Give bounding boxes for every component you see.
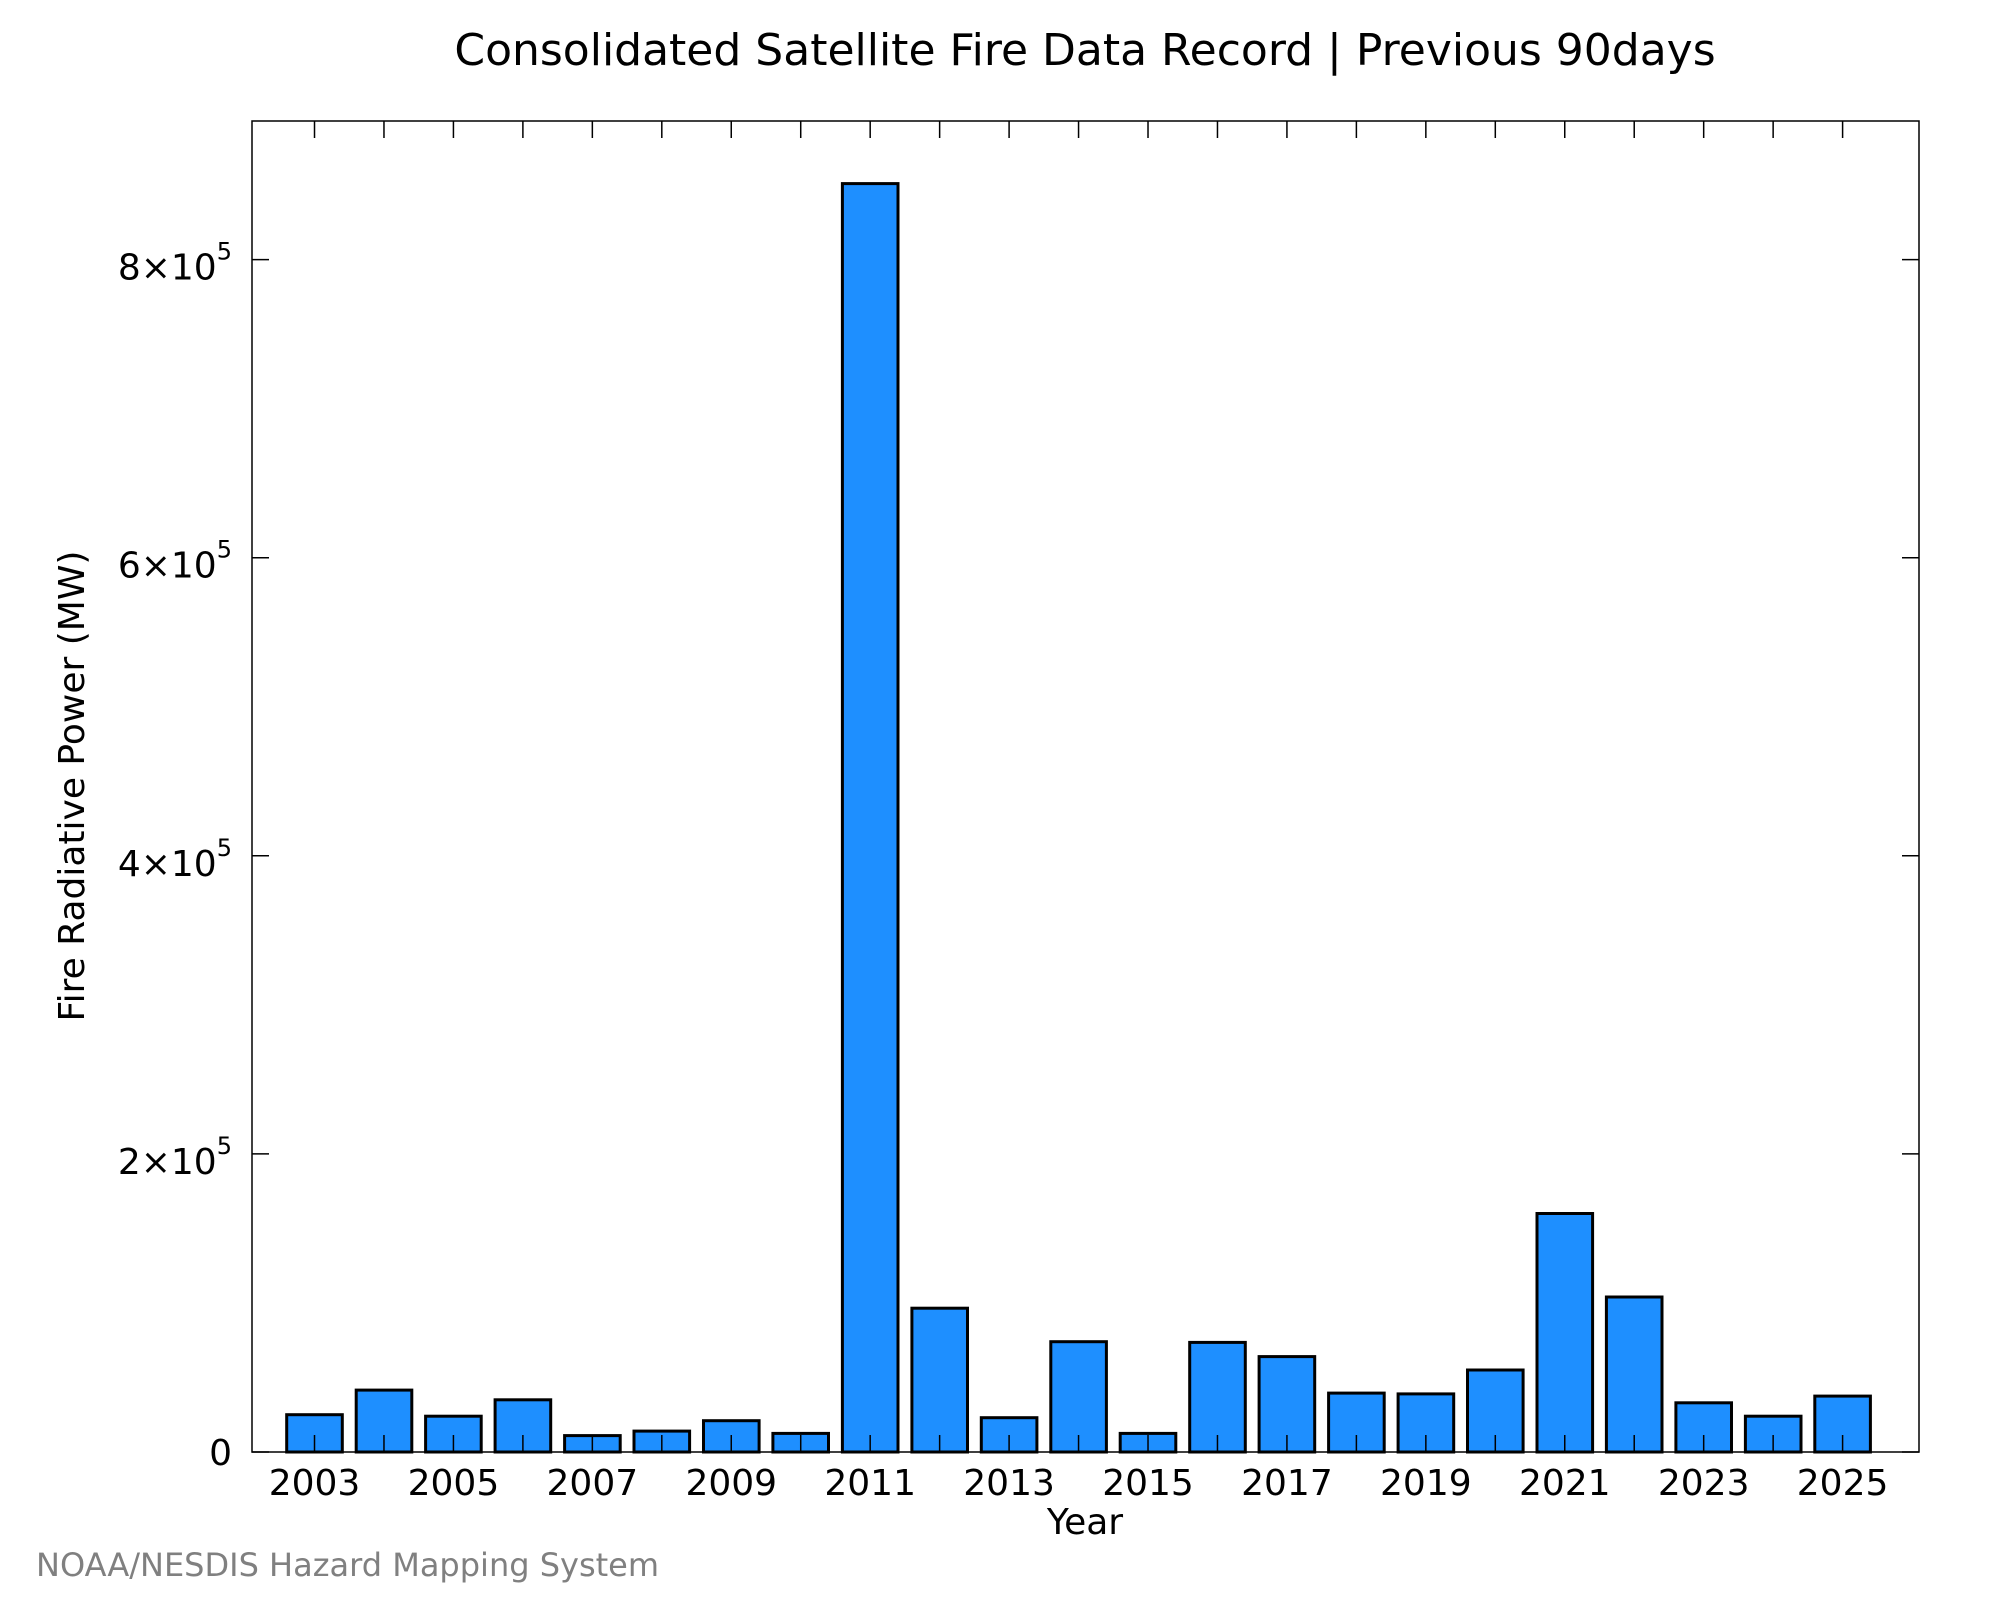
y-tick-label: 4×105 <box>118 834 232 885</box>
x-axis-ticks: 2003 2005 2007 2009 2011 2013 2015 2017 2019 2021… <box>269 121 1889 1504</box>
x-tick-label: 2003 <box>269 1463 361 1504</box>
y-tick-label: 0 <box>209 1433 232 1474</box>
x-tick-label: 2025 <box>1797 1463 1889 1504</box>
x-axis-title: Year <box>1046 1502 1123 1543</box>
bar-2011 <box>840 182 900 1454</box>
y-axis-ticks: 0 2×105 4×105 6×105 8×105 <box>118 238 1919 1474</box>
x-tick-label: 2017 <box>1241 1463 1333 1504</box>
credit-text: NOAA/NESDIS Hazard Mapping System <box>36 1546 659 1584</box>
bars-group <box>285 182 1872 1454</box>
x-tick-label: 2013 <box>963 1463 1055 1504</box>
bar-2021 <box>1535 1212 1595 1454</box>
x-tick-label: 2009 <box>685 1463 777 1504</box>
x-tick-label: 2011 <box>824 1463 916 1504</box>
x-tick-label: 2007 <box>547 1463 639 1504</box>
y-tick-label: 8×105 <box>118 238 232 289</box>
bar-2022 <box>1604 1295 1664 1454</box>
x-tick-label: 2019 <box>1380 1463 1472 1504</box>
y-axis-title: Fire Radiative Power (MW) <box>52 551 93 1022</box>
x-tick-label: 2015 <box>1102 1463 1194 1504</box>
chart-title: Consolidated Satellite Fire Data Record … <box>454 25 1715 76</box>
bar-2014 <box>1049 1340 1108 1454</box>
x-tick-label: 2005 <box>408 1463 500 1504</box>
y-tick-label: 2×105 <box>118 1132 232 1183</box>
y-tick-label: 6×105 <box>118 536 232 587</box>
plot-area-frame <box>251 120 1920 1453</box>
x-tick-label: 2023 <box>1658 1463 1750 1504</box>
bar-2012 <box>910 1306 970 1454</box>
x-tick-label: 2021 <box>1519 1463 1611 1504</box>
